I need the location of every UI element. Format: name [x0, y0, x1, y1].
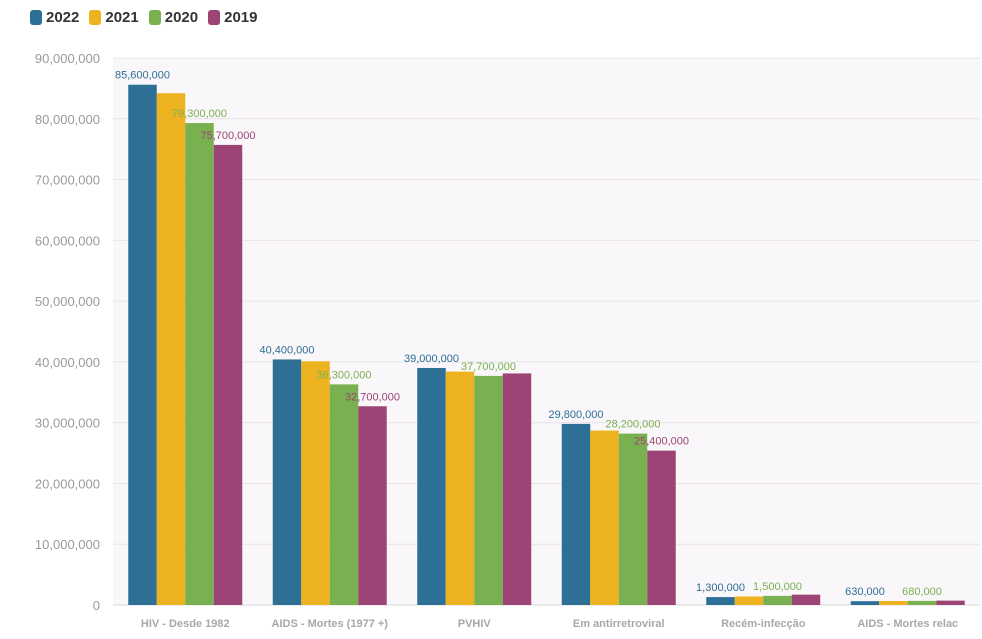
data-label: 36,300,000: [316, 369, 371, 381]
bar-2022-0: [128, 84, 157, 605]
legend-swatch: [208, 10, 221, 25]
bar-2022-5: [850, 601, 880, 605]
x-category-label: Recém-infecção: [721, 618, 806, 630]
bar-2019-3: [647, 450, 676, 605]
bar-2019-5: [936, 600, 965, 605]
y-tick-label: 10,000,000: [35, 537, 100, 552]
data-label: 25,400,000: [634, 436, 689, 448]
legend-item-2019[interactable]: 2019: [208, 9, 258, 26]
x-category-label: PVHIV: [458, 618, 492, 630]
bar-2022-2: [417, 367, 446, 605]
bar-2021-0: [156, 93, 186, 606]
y-tick-label: 80,000,000: [35, 112, 100, 127]
data-label: 630,000: [845, 586, 885, 598]
y-tick-label: 60,000,000: [35, 233, 100, 248]
x-category-label: AIDS - Mortes relac: [857, 618, 958, 630]
legend-swatch: [148, 10, 161, 25]
bar-2020-3: [618, 433, 648, 605]
x-category-label: AIDS - Mortes (1977 +): [272, 618, 389, 630]
bar-2020-0: [185, 123, 214, 605]
bar-2020-2: [474, 375, 503, 605]
bar-2021-3: [590, 430, 619, 605]
x-category-label: HIV - Desde 1982: [141, 618, 230, 630]
y-tick-label: 30,000,000: [35, 416, 100, 431]
data-label: 1,300,000: [696, 582, 745, 594]
bar-2021-5: [879, 601, 908, 605]
data-label: 28,200,000: [605, 419, 660, 431]
y-tick-label: 0: [93, 598, 100, 613]
bar-2022-4: [706, 597, 735, 605]
data-label: 75,700,000: [200, 130, 255, 142]
legend-label: 2019: [224, 9, 258, 26]
data-label: 680,000: [902, 586, 942, 598]
bar-2019-0: [213, 144, 243, 605]
legend-swatch: [30, 10, 42, 25]
y-tick-label: 50,000,000: [35, 294, 100, 309]
legend-swatch: [89, 10, 102, 25]
bar-2021-4: [734, 596, 764, 605]
bar-2019-4: [791, 594, 821, 605]
x-category-label: Em antirretroviral: [573, 618, 665, 630]
y-tick-label: 40,000,000: [35, 355, 100, 370]
bar-2022-1: [272, 359, 302, 605]
bar-2021-1: [301, 361, 330, 605]
data-label: 39,000,000: [404, 353, 459, 365]
legend-label: 2022: [46, 9, 80, 26]
bar-2020-4: [763, 595, 792, 605]
chart-legend: 2022 2021 2020 2019: [30, 9, 258, 26]
data-label: 79,300,000: [172, 108, 227, 120]
bar-2020-5: [907, 600, 937, 605]
data-label: 29,800,000: [548, 409, 603, 421]
data-label: 1,500,000: [753, 581, 802, 593]
legend-label: 2021: [105, 9, 139, 26]
data-label: 32,700,000: [345, 391, 400, 403]
bar-2019-1: [358, 406, 387, 605]
data-label: 37,700,000: [461, 361, 516, 373]
y-tick-label: 20,000,000: [35, 476, 100, 491]
data-label: 40,400,000: [259, 344, 314, 356]
bar-2022-3: [561, 423, 591, 605]
plot-area: [113, 58, 980, 605]
data-label: 85,600,000: [115, 70, 170, 82]
bar-2020-1: [329, 384, 359, 605]
bar-2021-2: [445, 371, 475, 605]
bar-2019-2: [502, 373, 532, 605]
y-tick-label: 90,000,000: [35, 51, 100, 66]
legend-item-2020[interactable]: 2020: [148, 9, 199, 26]
legend-label: 2020: [164, 9, 199, 26]
legend-item-2021[interactable]: 2021: [89, 9, 139, 26]
legend-item-2022[interactable]: 2022: [30, 9, 79, 26]
y-tick-label: 70,000,000: [35, 173, 100, 188]
